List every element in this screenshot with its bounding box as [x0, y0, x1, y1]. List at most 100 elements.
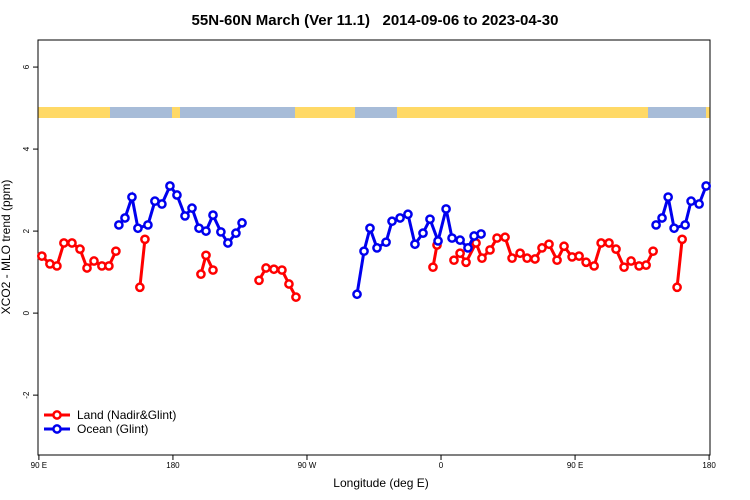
point [187, 203, 197, 213]
point [463, 243, 473, 253]
ocean-band [648, 107, 706, 118]
point [686, 196, 696, 207]
point [52, 261, 62, 271]
point [433, 236, 443, 246]
point [596, 238, 606, 248]
point [648, 246, 658, 257]
point [455, 235, 465, 245]
point [611, 244, 621, 254]
point [67, 238, 77, 248]
point [552, 255, 562, 266]
x-tick-label: 90 E [31, 461, 47, 470]
x-tick-label: 90 E [567, 461, 583, 470]
y-tick-label: 6 [22, 64, 31, 69]
point [140, 234, 150, 245]
y-tick-label: 4 [22, 146, 31, 151]
point [365, 223, 375, 234]
legend-marker [52, 410, 62, 420]
point [449, 255, 459, 266]
point [477, 253, 487, 264]
point [75, 244, 85, 254]
point [669, 223, 679, 234]
point [291, 292, 301, 302]
point [352, 289, 362, 300]
point [680, 220, 690, 230]
map-band [38, 107, 710, 118]
point [208, 210, 218, 220]
legend-marker [52, 424, 62, 434]
point [537, 243, 547, 253]
point [626, 256, 636, 266]
point [82, 263, 92, 273]
legend-label: Land (Nadir&Glint) [77, 408, 176, 422]
point [196, 269, 206, 280]
point [201, 226, 211, 236]
point [284, 279, 294, 289]
ocean-band [110, 107, 172, 118]
point [372, 243, 382, 253]
point [254, 275, 264, 286]
legend-label: Ocean (Glint) [77, 422, 148, 436]
point [89, 256, 99, 266]
point [403, 209, 413, 220]
point [619, 262, 629, 273]
point [428, 262, 438, 273]
point [677, 234, 687, 245]
point [216, 227, 226, 237]
point [359, 246, 369, 257]
point [157, 199, 167, 209]
point [277, 265, 287, 275]
point [387, 216, 397, 227]
point [410, 239, 420, 250]
point [574, 251, 584, 261]
point [231, 228, 241, 238]
point [500, 232, 510, 243]
chart-title: 55N-60N March (Ver 11.1) 2014-09-06 to 2… [192, 12, 559, 29]
point [515, 248, 525, 259]
point [651, 220, 661, 230]
point [485, 245, 495, 255]
point [604, 238, 614, 248]
plot-frame [37, 39, 711, 456]
point [657, 213, 667, 223]
point [589, 261, 599, 271]
point [120, 213, 130, 223]
point [544, 239, 554, 250]
point [135, 282, 145, 293]
point [143, 220, 153, 230]
point [418, 228, 428, 238]
x-tick-label: 0 [439, 461, 444, 470]
point [581, 257, 591, 268]
point [507, 253, 517, 264]
point [641, 260, 651, 270]
point [663, 192, 673, 202]
point [172, 190, 182, 200]
point [461, 257, 471, 268]
point [425, 214, 435, 225]
y-tick-label: -2 [22, 391, 31, 399]
point [447, 233, 457, 243]
point [223, 238, 233, 248]
x-tick-label: 180 [166, 461, 180, 470]
point [261, 263, 271, 273]
point [104, 261, 114, 271]
point [694, 199, 704, 209]
point [165, 181, 175, 191]
y-tick-label: 0 [22, 310, 31, 315]
point [111, 246, 121, 257]
point [59, 238, 69, 248]
point [208, 265, 218, 275]
x-tick-label: 90 W [298, 461, 317, 470]
point [395, 213, 405, 223]
point [441, 204, 451, 214]
point [127, 192, 137, 202]
point [701, 181, 711, 191]
point [476, 229, 486, 239]
point [133, 223, 143, 234]
point [559, 241, 569, 252]
point [492, 233, 502, 243]
point [201, 250, 211, 261]
x-axis-label: Longitude (deg E) [333, 476, 428, 490]
y-tick-label: 2 [22, 228, 31, 233]
